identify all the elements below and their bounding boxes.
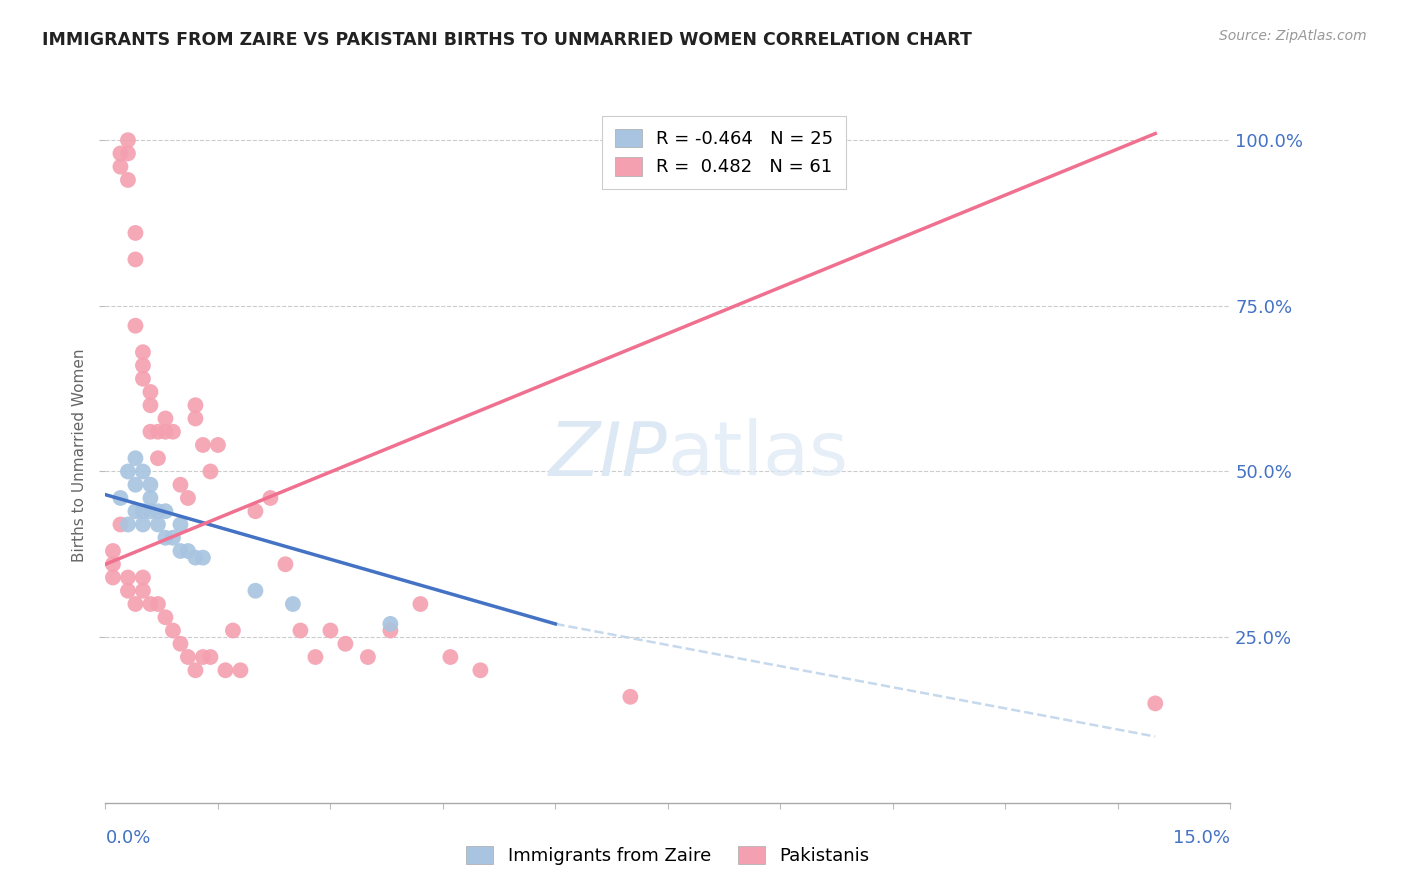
Point	[155, 610, 177, 624]
Point	[124, 597, 146, 611]
Point	[110, 146, 132, 161]
Point	[124, 451, 146, 466]
Point	[184, 398, 207, 412]
Point	[110, 517, 132, 532]
Point	[132, 570, 155, 584]
Point	[259, 491, 281, 505]
Point	[117, 570, 139, 584]
Point	[207, 438, 229, 452]
Point	[177, 544, 200, 558]
Point	[117, 517, 139, 532]
Point	[162, 624, 184, 638]
Point	[110, 491, 132, 505]
Point	[162, 425, 184, 439]
Text: atlas: atlas	[668, 418, 849, 491]
Point	[177, 650, 200, 665]
Point	[1144, 697, 1167, 711]
Point	[101, 558, 124, 572]
Point	[117, 583, 139, 598]
Point	[169, 477, 191, 491]
Point	[304, 650, 326, 665]
Text: 15.0%: 15.0%	[1173, 829, 1230, 847]
Point	[124, 252, 146, 267]
Point	[146, 451, 169, 466]
Point	[191, 550, 214, 565]
Point	[380, 616, 402, 631]
Point	[191, 438, 214, 452]
Point	[139, 504, 162, 518]
Point	[132, 517, 155, 532]
Point	[274, 558, 297, 572]
Point	[139, 398, 162, 412]
Point	[117, 133, 139, 147]
Point	[335, 637, 357, 651]
Point	[169, 544, 191, 558]
Point	[132, 345, 155, 359]
Point	[101, 570, 124, 584]
Point	[132, 504, 155, 518]
Point	[229, 663, 252, 677]
Point	[319, 624, 342, 638]
Point	[409, 597, 432, 611]
Point	[155, 531, 177, 545]
Point	[245, 583, 267, 598]
Point	[139, 425, 162, 439]
Point	[124, 318, 146, 333]
Point	[110, 160, 132, 174]
Point	[162, 531, 184, 545]
Point	[132, 372, 155, 386]
Point	[155, 411, 177, 425]
Point	[146, 517, 169, 532]
Point	[139, 597, 162, 611]
Point	[177, 491, 200, 505]
Point	[184, 663, 207, 677]
Point	[200, 465, 222, 479]
Point	[470, 663, 492, 677]
Point	[184, 550, 207, 565]
Text: ZIP: ZIP	[550, 419, 668, 491]
Point	[139, 384, 162, 399]
Point	[132, 465, 155, 479]
Point	[117, 146, 139, 161]
Legend: R = -0.464   N = 25, R =  0.482   N = 61: R = -0.464 N = 25, R = 0.482 N = 61	[602, 116, 846, 189]
Point	[101, 544, 124, 558]
Point	[169, 517, 191, 532]
Point	[290, 624, 312, 638]
Legend: Immigrants from Zaire, Pakistanis: Immigrants from Zaire, Pakistanis	[458, 838, 877, 872]
Point	[439, 650, 461, 665]
Point	[357, 650, 380, 665]
Point	[139, 491, 162, 505]
Point	[222, 624, 245, 638]
Point	[184, 411, 207, 425]
Y-axis label: Births to Unmarried Women: Births to Unmarried Women	[72, 348, 87, 562]
Point	[146, 597, 169, 611]
Text: 0.0%: 0.0%	[105, 829, 150, 847]
Point	[281, 597, 304, 611]
Point	[146, 425, 169, 439]
Point	[146, 504, 169, 518]
Point	[619, 690, 641, 704]
Text: Source: ZipAtlas.com: Source: ZipAtlas.com	[1219, 29, 1367, 43]
Point	[191, 650, 214, 665]
Point	[117, 173, 139, 187]
Point	[155, 504, 177, 518]
Point	[214, 663, 236, 677]
Point	[155, 425, 177, 439]
Point	[117, 465, 139, 479]
Point	[200, 650, 222, 665]
Text: IMMIGRANTS FROM ZAIRE VS PAKISTANI BIRTHS TO UNMARRIED WOMEN CORRELATION CHART: IMMIGRANTS FROM ZAIRE VS PAKISTANI BIRTH…	[42, 31, 972, 49]
Point	[169, 637, 191, 651]
Point	[380, 624, 402, 638]
Point	[132, 359, 155, 373]
Point	[124, 504, 146, 518]
Point	[132, 583, 155, 598]
Point	[124, 226, 146, 240]
Point	[245, 504, 267, 518]
Point	[139, 477, 162, 491]
Point	[124, 477, 146, 491]
